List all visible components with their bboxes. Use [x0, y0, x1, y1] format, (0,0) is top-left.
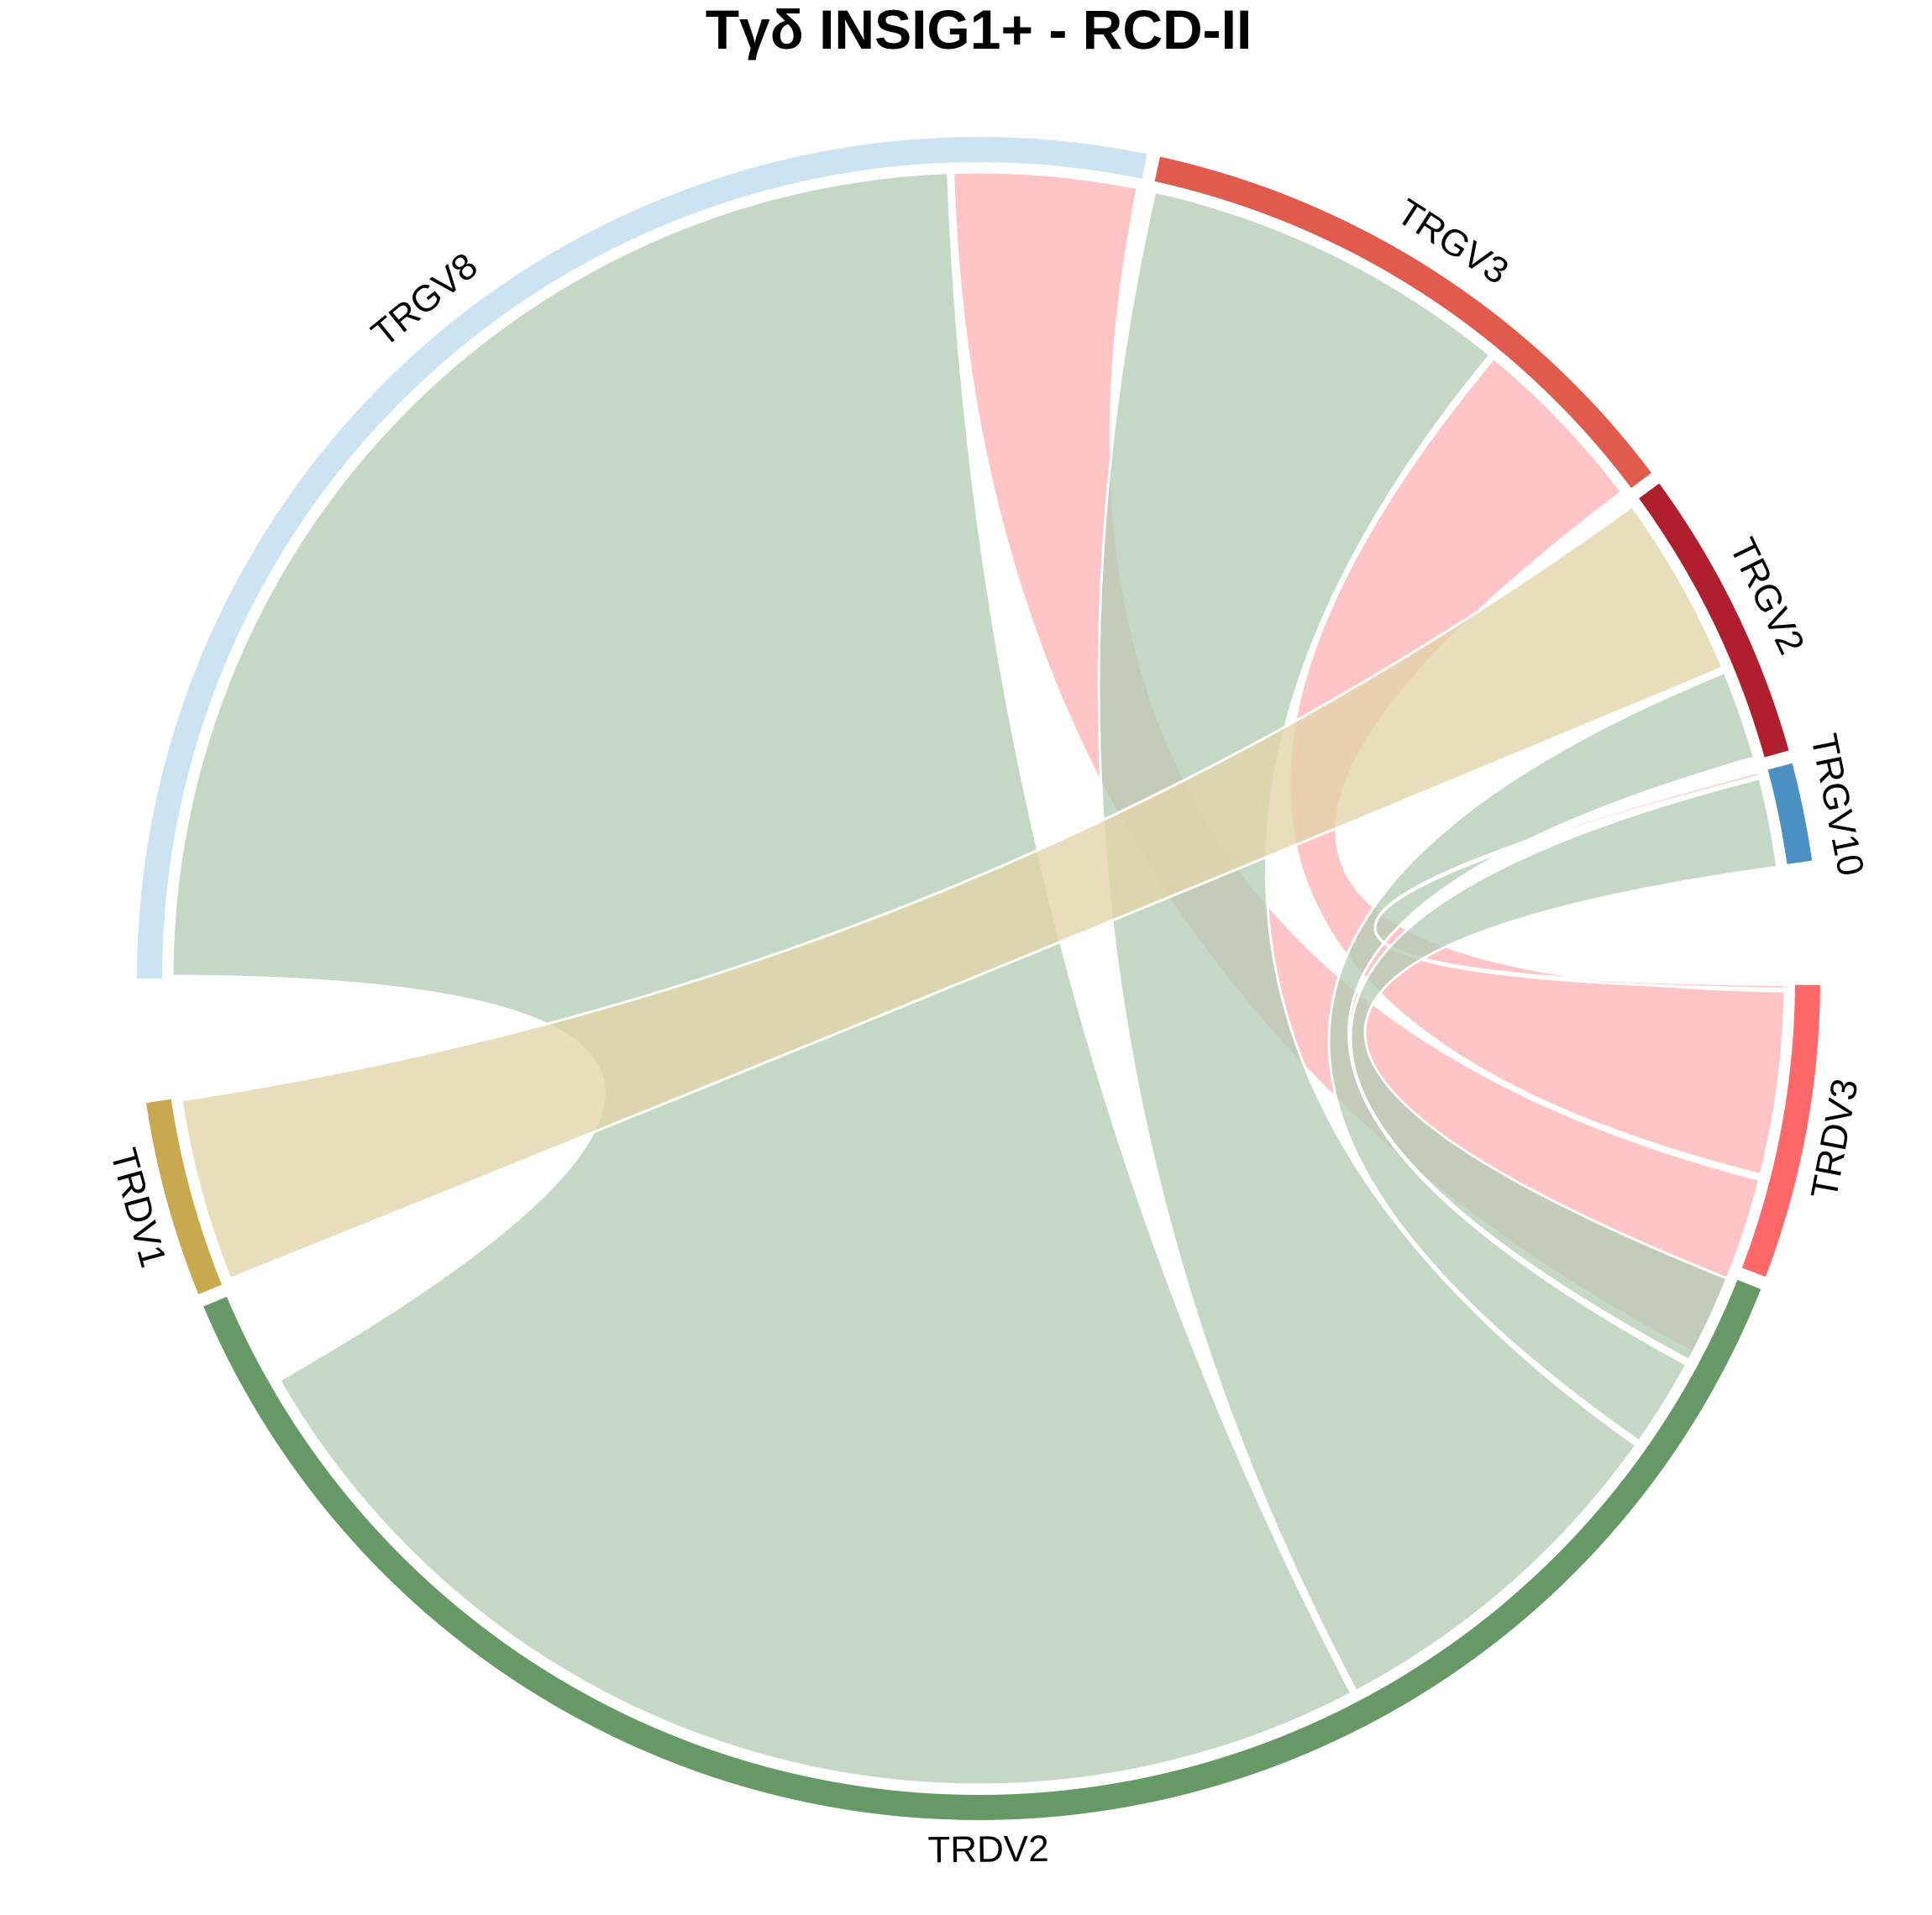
link-trgv10-trdv2	[1349, 776, 1779, 1362]
link-trgv2-trdv2	[1327, 670, 1756, 1443]
sector-label-trdv3: TRDV3	[1803, 1075, 1866, 1202]
sector-label-trdv2: TRDV2	[927, 1828, 1049, 1871]
sector-track-trgv2	[1639, 483, 1789, 758]
chart-title: Tγδ INSIG1+ - RCD-II	[706, 0, 1252, 60]
sector-track-trgv3	[1154, 156, 1651, 488]
sector-track-trdv1	[146, 1099, 223, 1295]
sector-track-trdv3	[1741, 984, 1820, 1278]
sectors-layer	[137, 136, 1820, 1820]
link-trgv2-trdv1	[180, 504, 1725, 1281]
sector-label-trgv10: TRGV10	[1803, 730, 1872, 879]
sector-track-trgv10	[1767, 763, 1813, 864]
link-trgv10-trdv3	[1373, 770, 1787, 990]
links-layer	[171, 171, 1787, 1786]
